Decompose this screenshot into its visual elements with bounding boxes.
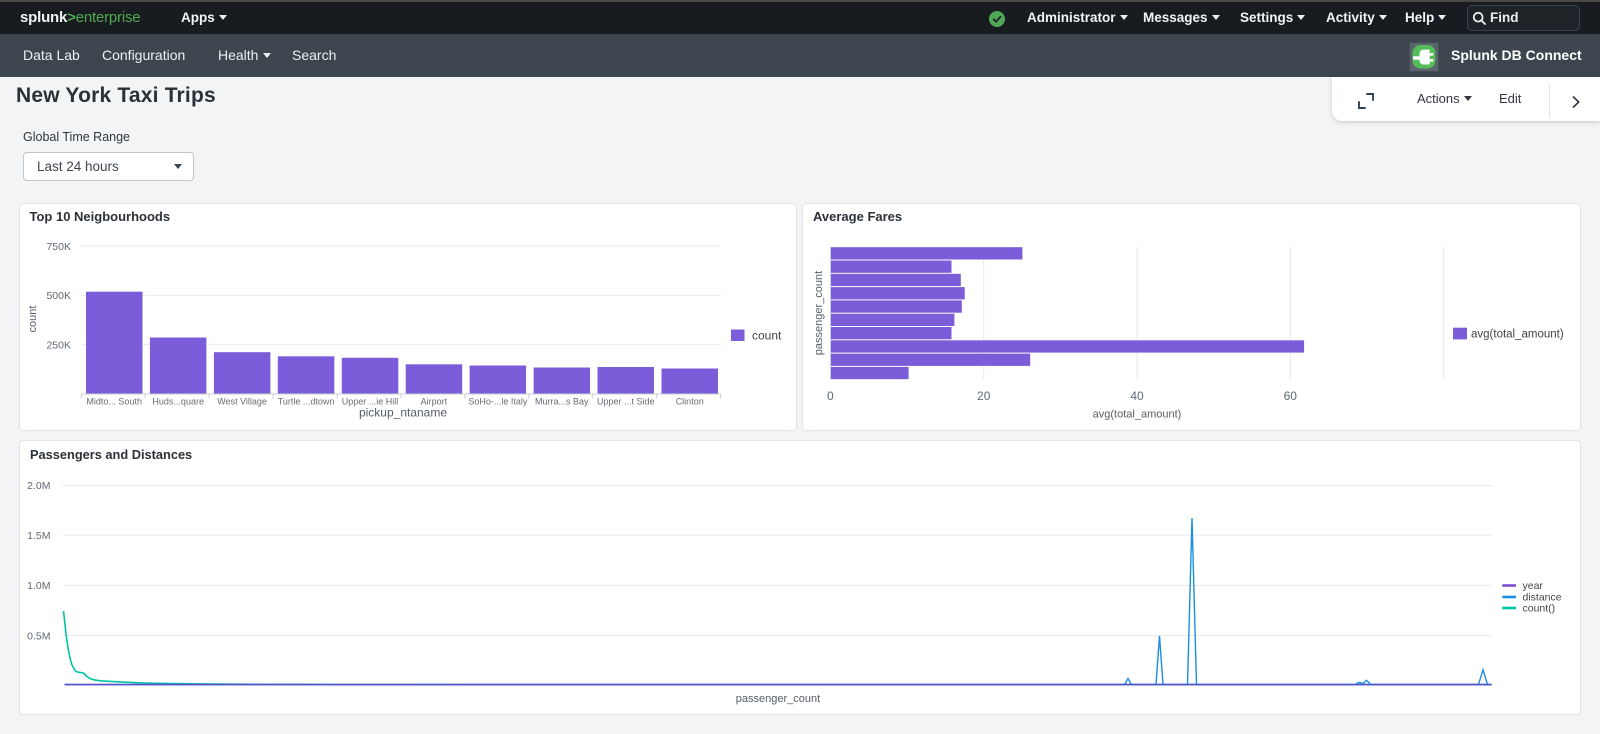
svg-text:pickup_ntaname: pickup_ntaname	[359, 406, 447, 420]
svg-text:Huds...quare: Huds...quare	[152, 397, 204, 407]
svg-text:Average Fares: Average Fares	[813, 209, 902, 224]
svg-text:750K: 750K	[46, 241, 71, 253]
svg-text:Airport: Airport	[421, 397, 448, 407]
svg-text:Top 10 Neigbourhoods: Top 10 Neigbourhoods	[30, 209, 171, 224]
svg-text:Passengers and Distances: Passengers and Distances	[30, 447, 192, 462]
svg-text:Upper ...t Side: Upper ...t Side	[597, 397, 655, 407]
svg-text:Midto... South: Midto... South	[86, 397, 142, 407]
svg-text:distance: distance	[1523, 592, 1562, 604]
svg-text:SoHo-...le Italy: SoHo-...le Italy	[468, 397, 528, 407]
svg-text:500K: 500K	[46, 290, 71, 302]
svg-text:0: 0	[827, 389, 834, 403]
svg-text:Clinton: Clinton	[676, 397, 704, 407]
svg-text:20: 20	[977, 389, 991, 403]
svg-text:count(): count()	[1523, 603, 1556, 615]
svg-text:Murra...s Bay: Murra...s Bay	[535, 397, 589, 407]
svg-text:40: 40	[1130, 389, 1144, 403]
svg-text:1.5M: 1.5M	[27, 530, 50, 542]
svg-text:avg(total_amount): avg(total_amount)	[1471, 329, 1564, 341]
svg-text:Turtle ...dtown: Turtle ...dtown	[278, 397, 335, 407]
svg-text:avg(total_amount): avg(total_amount)	[1093, 409, 1182, 421]
svg-text:1.0M: 1.0M	[27, 580, 50, 592]
svg-text:250K: 250K	[46, 339, 71, 351]
svg-text:year: year	[1523, 580, 1544, 592]
svg-text:West Village: West Village	[217, 397, 267, 407]
svg-text:60: 60	[1284, 389, 1298, 403]
svg-text:passenger_count: passenger_count	[736, 693, 820, 705]
svg-text:count: count	[752, 329, 782, 343]
svg-text:passenger_count: passenger_count	[813, 271, 825, 355]
svg-text:Upper ...ie Hill: Upper ...ie Hill	[342, 397, 399, 407]
svg-text:0.5M: 0.5M	[27, 630, 50, 642]
svg-text:count: count	[27, 306, 39, 333]
svg-text:2.0M: 2.0M	[27, 480, 50, 492]
